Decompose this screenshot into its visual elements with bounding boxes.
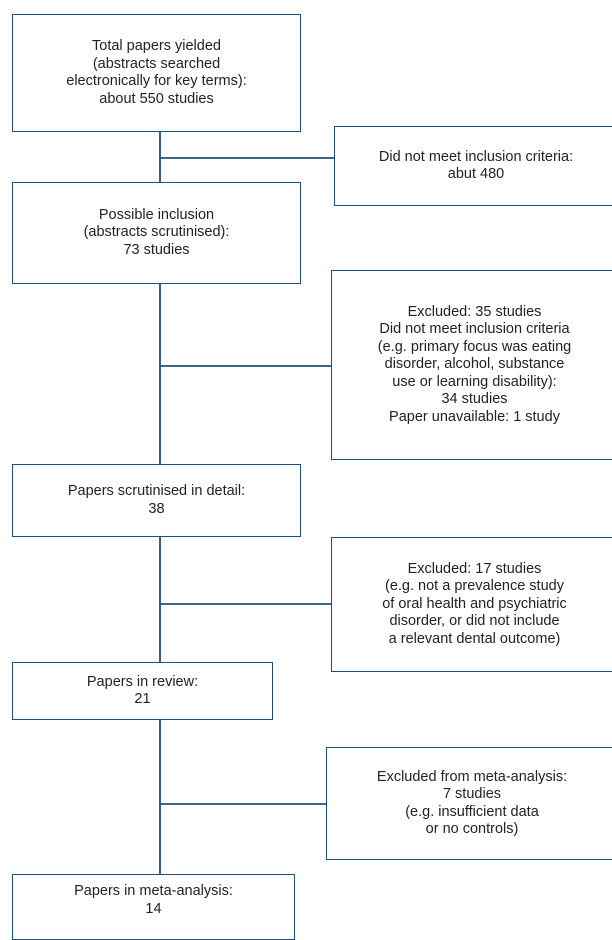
box-possible-line-2: (abstracts scrutinised): [83, 224, 230, 241]
box-excl2-line-7: Paper unavailable: 1 study [389, 408, 560, 425]
box-excl4-line-1: Excluded from meta-analysis: [376, 768, 568, 785]
box-papers-in-review: Papers in review: 21 [12, 662, 273, 720]
box-excl2-line-3: (e.g. primary focus was eating [377, 338, 572, 355]
box-possible-line-3: 73 studies [123, 241, 190, 258]
box-detail-line-1: Papers scrutinised in detail: [67, 483, 246, 499]
box-detail-line-2: 38 [148, 500, 165, 517]
box-total-line-2: (abstracts searched [92, 55, 221, 72]
box-excl4-line-2: 7 studies [442, 786, 502, 802]
box-excl3-line-3: of oral health and psychiatric [382, 595, 567, 612]
box-total-papers: Total papers yielded (abstracts searched… [12, 14, 301, 132]
box-total-line-4: about 550 studies [99, 90, 214, 107]
box-meta-analysis: Papers in meta-analysis: 14 [12, 874, 295, 940]
box-excl1-line-2: abut 480 [447, 166, 505, 182]
box-excl2-line-6: 34 studies [441, 391, 508, 408]
box-excl4-line-3: (e.g. insufficient data [405, 803, 539, 820]
box-excl2-line-2: Did not meet inclusion criteria [379, 321, 570, 338]
box-excl3-line-2: (e.g. not a prevalence study [385, 578, 564, 595]
box-possible-inclusion: Possible inclusion (abstracts scrutinise… [12, 182, 301, 284]
box-excluded-meta: Excluded from meta-analysis: 7 studies (… [326, 747, 612, 860]
box-excl2-line-4: disorder, alcohol, substance [384, 356, 565, 373]
box-excluded-2: Excluded: 35 studies Did not meet inclus… [331, 270, 612, 460]
box-review-line-2: 21 [134, 691, 151, 707]
box-excl2-line-5: use or learning disability): [392, 373, 557, 390]
box-excl3-line-4: disorder, or did not include [389, 613, 560, 630]
box-excluded-3: Excluded: 17 studies (e.g. not a prevale… [331, 537, 612, 672]
box-scrutinised-detail: Papers scrutinised in detail: 38 [12, 464, 301, 537]
box-possible-line-1: Possible inclusion [98, 206, 215, 223]
box-meta-line-2: 14 [145, 900, 162, 917]
box-excl3-line-5: a relevant dental outcome) [388, 630, 561, 647]
box-excl2-line-1: Excluded: 35 studies [407, 303, 542, 320]
box-meta-line-1: Papers in meta-analysis: [74, 883, 233, 899]
box-excl3-line-1: Excluded: 17 studies [407, 560, 542, 577]
box-excl1-line-1: Did not meet inclusion criteria: [378, 148, 574, 165]
box-excluded-1: Did not meet inclusion criteria: abut 48… [334, 126, 612, 206]
box-excl4-line-4: or no controls) [425, 821, 519, 837]
box-review-line-1: Papers in review: [86, 673, 199, 690]
box-total-line-3: electronically for key terms): [66, 73, 247, 89]
box-total-line-1: Total papers yielded [92, 38, 221, 54]
